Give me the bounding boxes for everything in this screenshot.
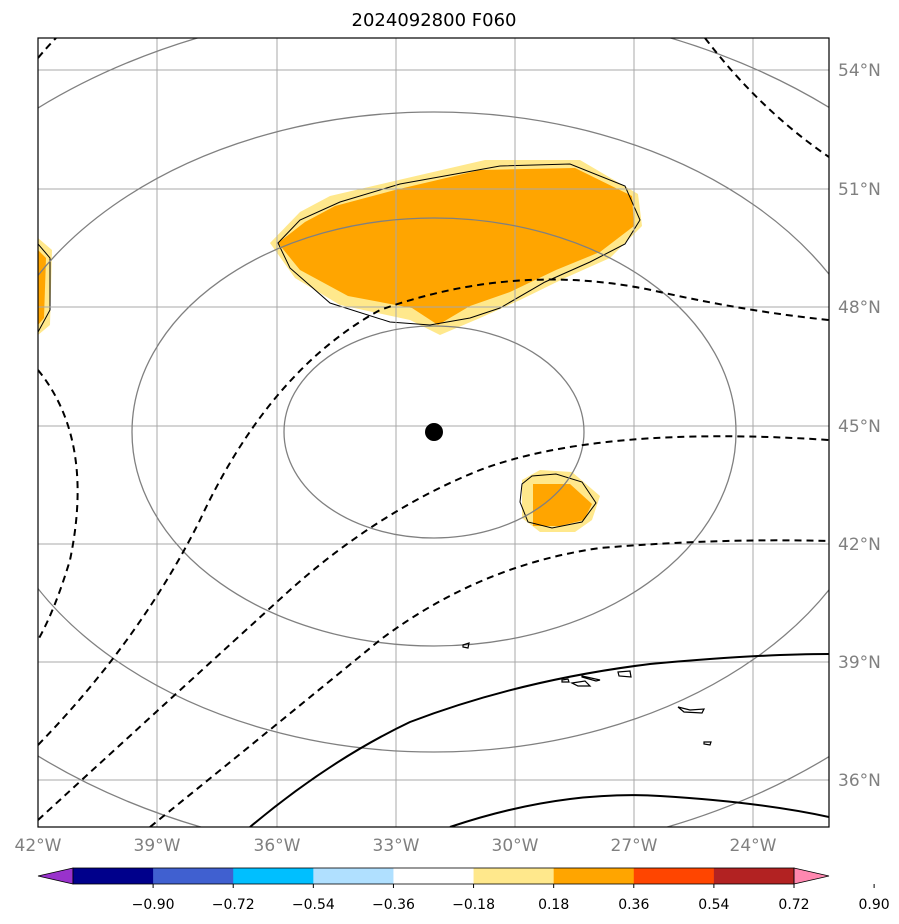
colorbar-segment [633,868,715,884]
colorbar-segment [233,868,314,884]
colorbar-tick-label: 0.54 [698,897,729,913]
colorbar-tick-label: 0.18 [538,897,569,913]
coastline-islands [462,642,712,746]
shaded-region-south [519,470,600,532]
lon-label: 27°W [611,836,658,856]
map-title: 2024092800 F060 [352,10,517,31]
lon-axis: 42°W 39°W 36°W 33°W 30°W 27°W 24°W [15,836,777,856]
lat-label: 45°N [838,417,881,437]
colorbar-tick-label: −0.72 [212,897,255,913]
colorbar-extend-low [37,867,74,885]
lon-label: 36°W [254,836,301,856]
gridlines [38,38,829,827]
solid-contours [249,653,829,827]
lon-label: 33°W [373,836,420,856]
lat-label: 39°N [838,653,881,673]
lat-label: 51°N [838,180,881,200]
dashed-contours [38,38,829,827]
colorbar-extend-high [793,867,830,885]
colorbar-segment [73,868,154,884]
colorbar-tick-label: −0.54 [292,897,335,913]
colorbar-tick-label: 0.72 [778,897,809,913]
colorbar-tick-label: 0.90 [859,897,890,913]
colorbar-segment [473,868,555,884]
colorbar-tick-label: −0.18 [452,897,495,913]
lat-label: 42°N [838,535,881,555]
shaded-region-north [270,160,642,335]
lon-label: 30°W [492,836,539,856]
lat-label: 54°N [838,61,881,81]
map-frame [37,37,830,828]
lon-label: 42°W [15,836,62,856]
center-marker-dot [425,423,443,441]
colorbar-labels: −0.90 −0.72 −0.54 −0.36 −0.18 0.18 0.36 0.54 0.7… [132,884,890,913]
colorbar-segment [713,868,795,884]
colorbar-segment [553,868,635,884]
shaded-region-west [38,238,52,335]
colorbar-tick-label: −0.36 [372,897,415,913]
colorbar-segment [313,868,394,884]
colorbar-tick-label: −0.90 [132,897,175,913]
map-area [38,38,829,827]
ring-contours [38,38,829,827]
colorbar-segments [37,867,830,885]
lat-label: 36°N [838,771,881,791]
lon-label: 39°W [134,836,181,856]
lat-label: 48°N [838,298,881,318]
lon-label: 24°W [730,836,777,856]
lat-axis: 54°N 51°N 48°N 45°N 42°N 39°N 36°N [838,61,881,791]
colorbar-segment [393,868,475,884]
colorbar-frame [72,867,795,885]
colorbar-segment [153,868,234,884]
colorbar: −0.90 −0.72 −0.54 −0.36 −0.18 0.18 0.36 0.54 0.7… [37,867,890,913]
colorbar-tick-label: 0.36 [618,897,649,913]
